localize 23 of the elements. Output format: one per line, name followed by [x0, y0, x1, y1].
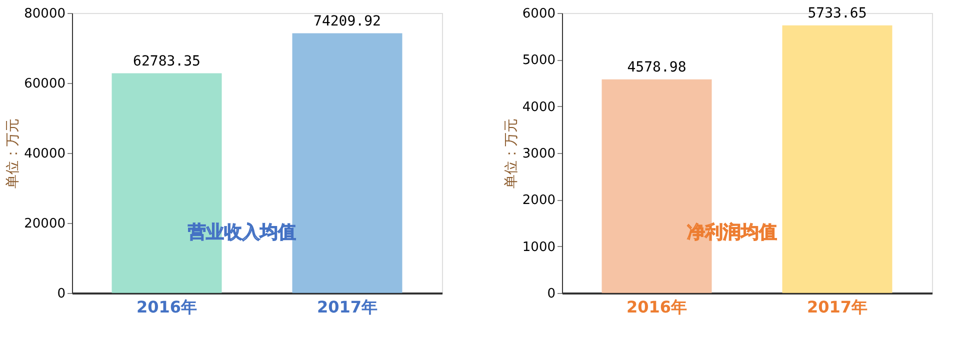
y-tick-label: 2000 — [522, 193, 556, 208]
y-tick-label: 0 — [57, 286, 66, 302]
y-axis-title: 单位：万元 — [503, 118, 520, 188]
y-tick-label: 20000 — [24, 216, 66, 232]
data-label: 74209.92 — [314, 13, 381, 30]
y-tick-label: 40000 — [24, 146, 66, 162]
annotation: 净利润均值 — [687, 222, 777, 243]
x-tick-label: 2017年 — [316, 298, 378, 316]
x-tick-label: 2016年 — [136, 298, 198, 316]
y-tick-label: 1000 — [522, 240, 556, 255]
y-tick-label: 3000 — [522, 146, 556, 162]
y-tick-label: 5000 — [522, 53, 556, 68]
data-label: 4578.98 — [627, 59, 686, 76]
y-tick-label: 4000 — [522, 100, 556, 115]
y-axis-title: 单位：万元 — [5, 118, 22, 188]
data-label: 5733.65 — [808, 5, 867, 22]
y-tick-label: 6000 — [522, 6, 556, 22]
x-tick-label: 2017年 — [806, 298, 868, 316]
y-tick-label: 60000 — [24, 76, 66, 92]
data-label: 62783.35 — [133, 53, 200, 70]
x-tick-label: 2016年 — [626, 298, 688, 316]
y-tick-label: 0 — [547, 286, 556, 302]
y-tick-label: 80000 — [24, 6, 66, 22]
